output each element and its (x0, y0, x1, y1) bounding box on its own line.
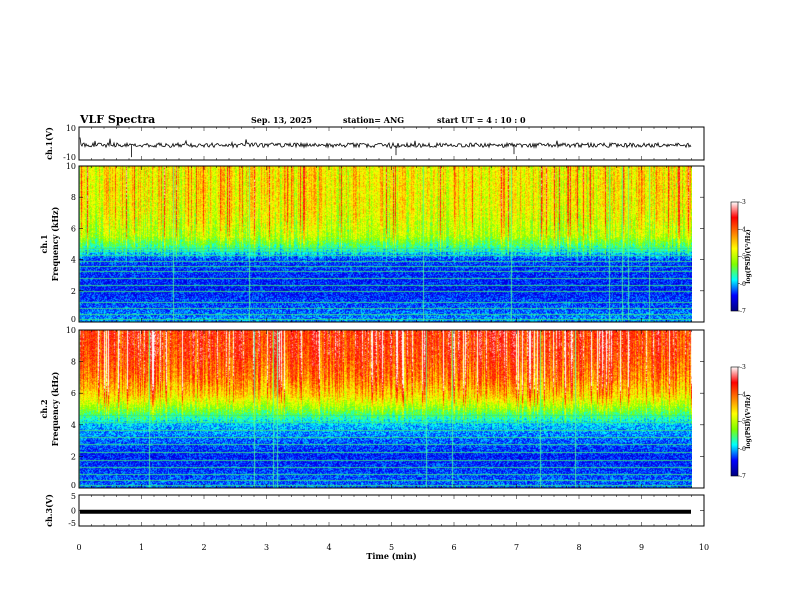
y-tick-label: 10 (66, 162, 76, 171)
colorbar-tick-label: -6 (740, 281, 746, 288)
y-axis-label: Frequency (kHz) (50, 206, 60, 281)
y-tick-label: 2 (71, 452, 76, 461)
colorbar-tick-label: -7 (740, 308, 746, 315)
y-axis-label: ch.3(V) (44, 494, 54, 527)
colorbar (730, 201, 739, 312)
colorbar-tick-label: -5 (740, 254, 746, 261)
y-tick-label: 4 (71, 421, 76, 430)
colorbar-label: log(PSD)(V²/Hz) (745, 394, 752, 449)
x-tick-label: 2 (201, 543, 206, 552)
colorbar-tick-label: -5 (740, 419, 746, 426)
x-axis-label: Time (min) (366, 551, 416, 561)
y-axis-label: ch.2 (39, 399, 49, 418)
y-tick-label: 0 (71, 507, 76, 516)
colorbar-tick-label: -3 (740, 364, 746, 371)
y-axis-label: ch.1 (39, 234, 49, 253)
y-tick-label: -10 (63, 153, 76, 162)
plot-area: 10-10ch.1(V)-3-4-5-6-7log(PSD)(V²/Hz)024… (39, 124, 752, 561)
x-tick-label: 9 (639, 543, 644, 552)
y-tick-label: 10 (66, 124, 76, 133)
spectrogram-image (79, 330, 692, 488)
colorbar (730, 366, 739, 477)
y-axis-label: Frequency (kHz) (50, 371, 60, 446)
x-tick-label: 5 (389, 543, 394, 552)
x-tick-label: 8 (576, 543, 581, 552)
panel-2: -3 -4 -5 -6 -7 log(PSD)(V²/Hz) 0 2 4 6 8 10 ch.1 Freq… (39, 162, 752, 324)
x-tick-label: 0 (76, 543, 81, 552)
colorbar-tick-label: -7 (740, 473, 746, 480)
colorbar-tick-label: -4 (740, 226, 746, 233)
colorbar-label: log(PSD)(V²/Hz) (745, 229, 752, 284)
panel-1: 10 -10 ch.1(V) (44, 124, 705, 162)
y-tick-label: 0 (71, 315, 76, 324)
y-tick-label: 0 (71, 481, 76, 490)
spectrogram-image (79, 166, 692, 322)
y-axis-label: ch.1(V) (44, 127, 54, 160)
panel-4: 5 0 -5 ch.3(V) (44, 492, 705, 528)
x-tick-label: 1 (139, 543, 144, 552)
y-tick-label: 2 (71, 287, 76, 296)
colorbar-tick-label: -3 (740, 199, 746, 206)
colorbar-tick-label: -6 (740, 446, 746, 453)
y-tick-label: 5 (71, 492, 76, 501)
panel-3: -3 -4 -5 -6 -7 log(PSD)(V²/Hz) 0 2 4 6 8 10 ch.2 Freq… (39, 326, 752, 490)
station-label: station= ANG (343, 115, 404, 125)
y-tick-label: 6 (71, 224, 76, 233)
colorbar-tick-label: -4 (740, 391, 746, 398)
x-tick-label: 6 (451, 543, 456, 552)
x-tick-label: 7 (514, 543, 519, 552)
y-tick-label: 8 (71, 358, 76, 367)
waveform-trace (79, 137, 692, 150)
y-tick-label: 4 (71, 256, 76, 265)
figure-title: VLF Spectra (79, 113, 155, 126)
x-tick-label: 3 (264, 543, 269, 552)
y-tick-label: 8 (71, 193, 76, 202)
y-tick-label: -5 (68, 519, 76, 528)
y-tick-label: 10 (66, 326, 76, 335)
date-label: Sep. 13, 2025 (251, 115, 312, 125)
start-ut-label: start UT = 4 : 10 : 0 (437, 115, 526, 125)
x-tick-label: 4 (326, 543, 331, 552)
y-tick-label: 6 (71, 389, 76, 398)
x-tick-label: 10 (699, 543, 709, 552)
